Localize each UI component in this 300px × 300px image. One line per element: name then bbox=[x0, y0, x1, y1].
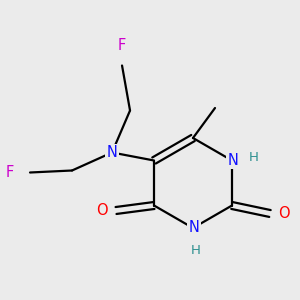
Text: N: N bbox=[227, 153, 239, 168]
Text: H: H bbox=[191, 244, 201, 256]
Text: O: O bbox=[96, 203, 108, 218]
Text: F: F bbox=[6, 165, 14, 180]
Text: F: F bbox=[118, 38, 126, 53]
Text: N: N bbox=[106, 145, 118, 160]
Text: O: O bbox=[278, 206, 290, 221]
Text: N: N bbox=[189, 220, 200, 236]
Text: H: H bbox=[249, 151, 259, 164]
